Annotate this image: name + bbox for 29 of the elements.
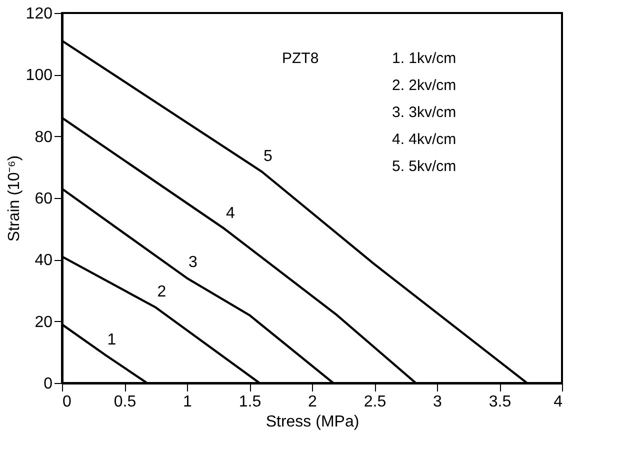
y-tick-label: 100 (26, 67, 53, 84)
series-label: 5 (264, 148, 273, 165)
annotation: 5. 5kv/cm (392, 158, 456, 175)
annotation: 3. 3kv/cm (392, 104, 456, 121)
y-tick-label: 60 (34, 190, 53, 208)
x-tick-label: 4 (554, 394, 563, 410)
y-tick-label: 20 (34, 314, 53, 331)
x-tick-label: 1 (183, 394, 192, 410)
x-tick-label: 0 (62, 394, 72, 410)
y-tick-label: 120 (26, 6, 53, 22)
x-tick-label: 1.5 (238, 394, 262, 410)
series-label: 1 (107, 331, 116, 348)
x-tick-label: 3 (433, 394, 442, 410)
annotation: 4. 4kv/cm (392, 131, 456, 148)
x-tick-label: 2.5 (364, 394, 386, 410)
x-axis-title: Stress (MPa) (266, 414, 360, 430)
annotation: 1. 1kv/cm (392, 50, 456, 67)
series-label: 2 (157, 283, 166, 300)
y-tick-label: 0 (44, 376, 53, 392)
series-label: 3 (188, 254, 198, 272)
x-tick-label: 0.5 (114, 394, 136, 410)
annotation: PZT8 (282, 50, 319, 67)
y-tick-label: 80 (34, 128, 53, 146)
x-tick-label: 2 (308, 394, 318, 410)
annotation: 2. 2kv/cm (392, 77, 456, 94)
series-label: 4 (226, 204, 236, 222)
y-tick-label: 40 (34, 252, 53, 270)
y-axis-title: Strain (10⁻⁶) (6, 155, 23, 242)
x-tick-label: 3.5 (488, 394, 512, 410)
